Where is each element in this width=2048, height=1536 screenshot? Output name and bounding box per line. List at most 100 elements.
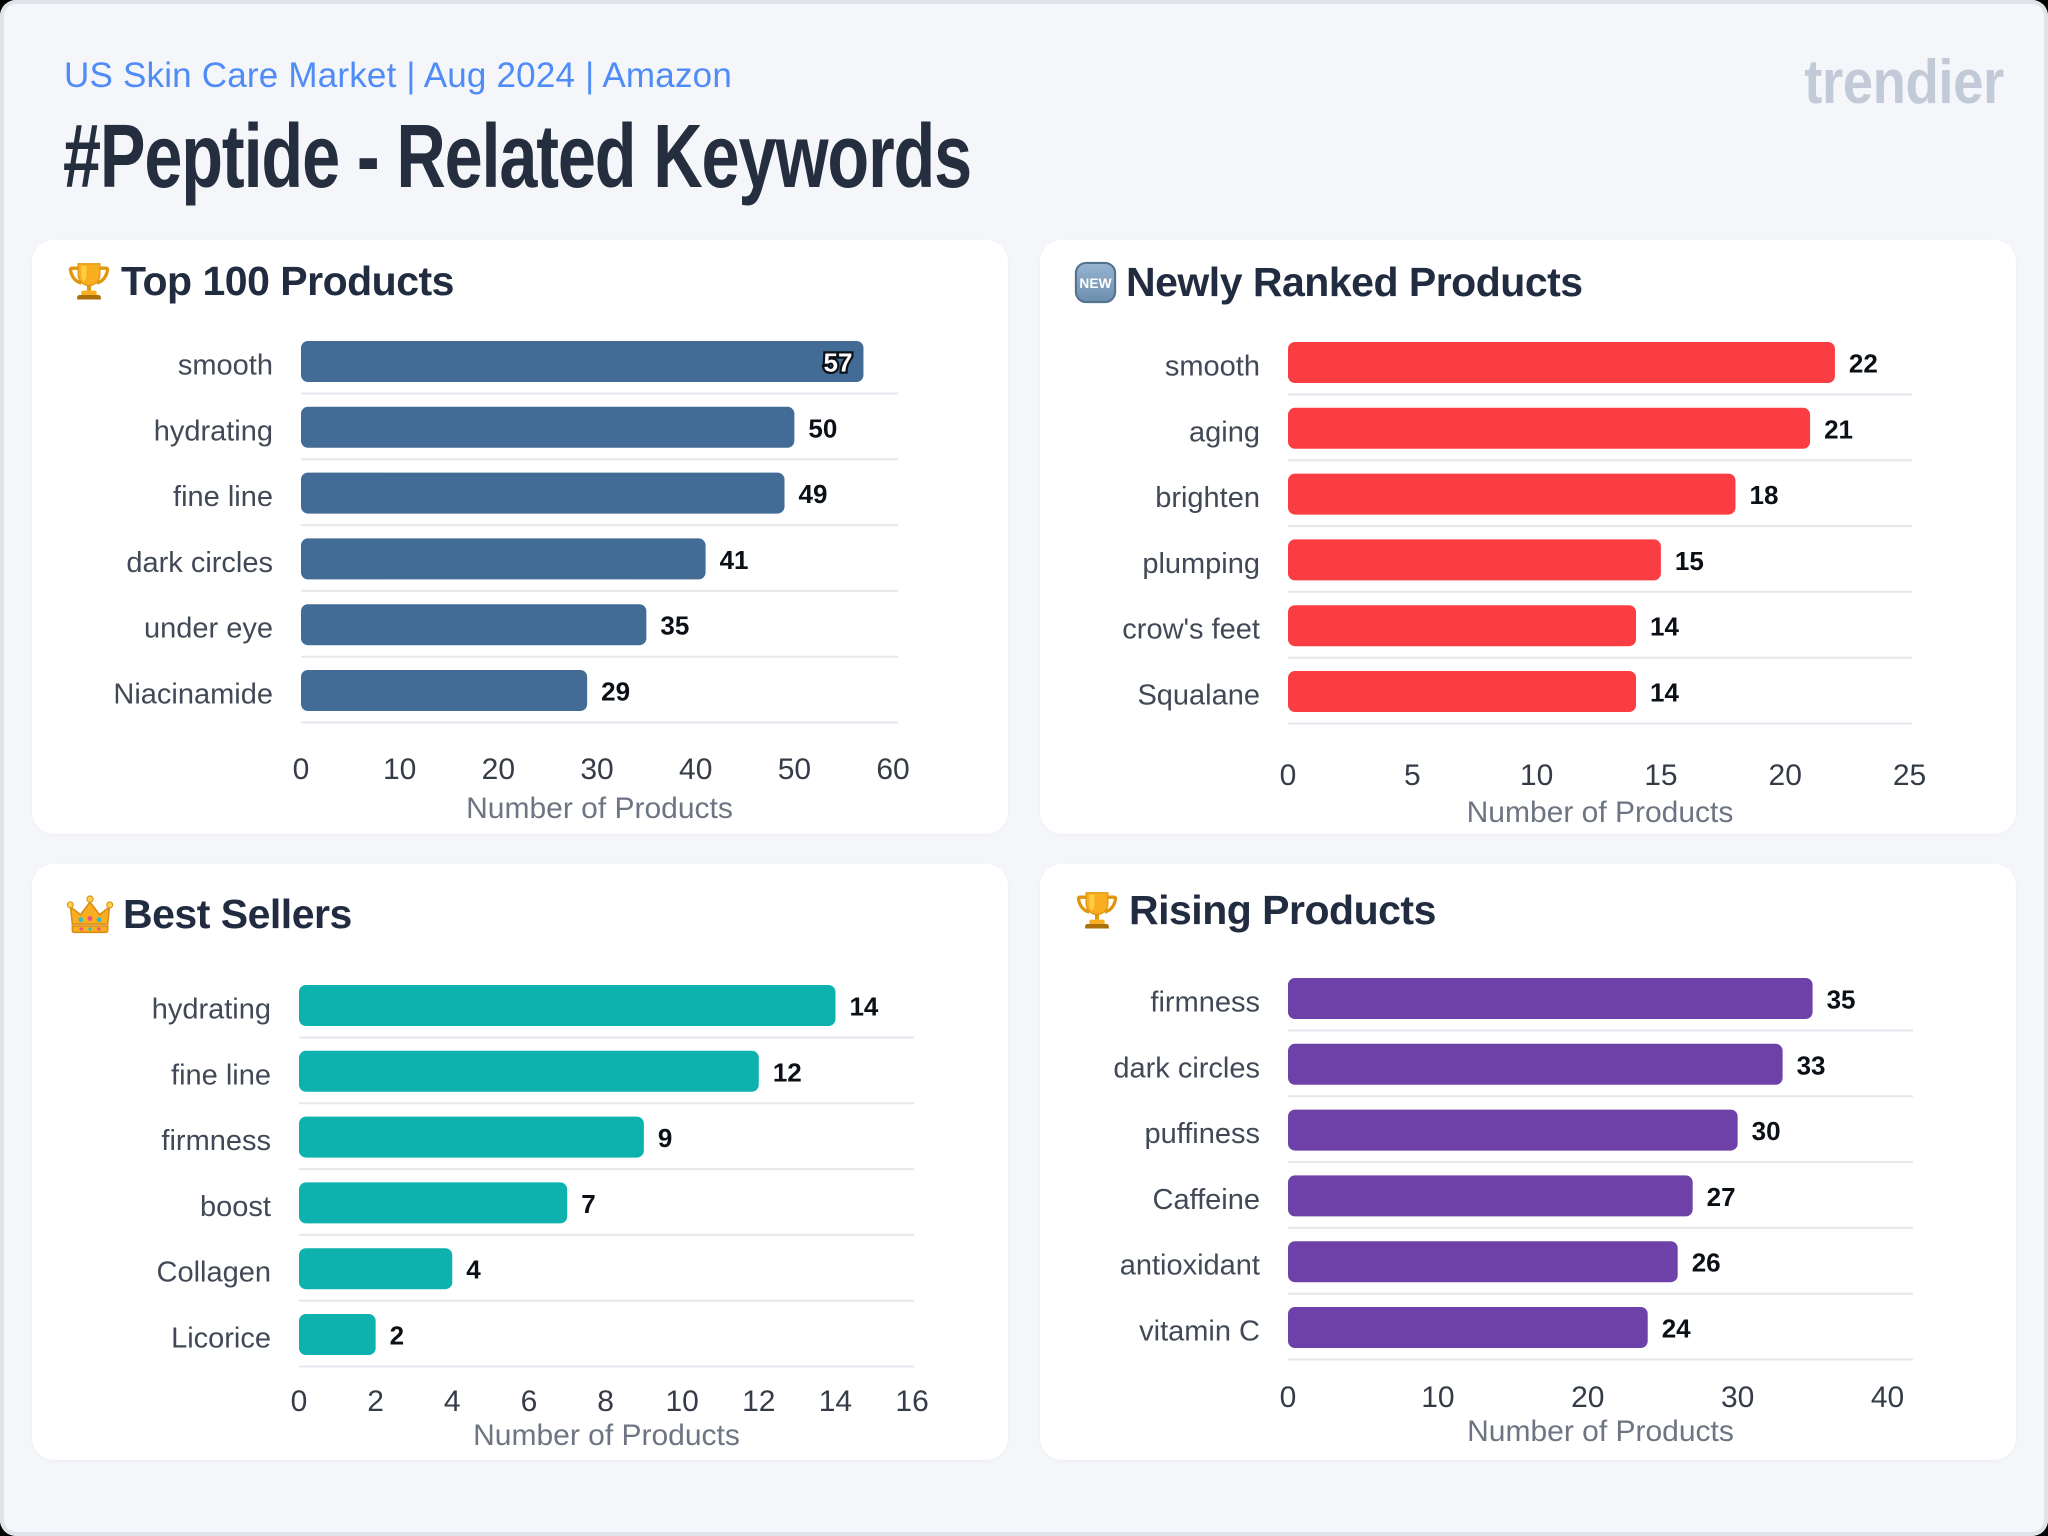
category-label: vitamin C [1139, 1316, 1260, 1348]
trophy-icon [1076, 892, 1118, 929]
bar [1288, 978, 1813, 1019]
bar [1288, 1307, 1648, 1348]
category-label: Caffeine [1153, 1184, 1261, 1216]
bar-value-label: 57 [824, 348, 853, 378]
category-label: hydrating [152, 994, 271, 1026]
bar [1288, 1175, 1693, 1217]
x-tick-label: 0 [1280, 1381, 1297, 1414]
bar [301, 406, 795, 448]
bar-value-label: 12 [773, 1057, 802, 1087]
bar-value-label: 18 [1749, 480, 1778, 510]
bar [1288, 1043, 1783, 1085]
category-label: boost [200, 1191, 271, 1223]
page-subtitle: US Skin Care Market | Aug 2024 | Amazon [64, 56, 732, 95]
bar-value-label: 35 [660, 611, 689, 641]
page-title: #Peptide - Related Keywords [63, 107, 972, 207]
x-tick-label: 10 [1421, 1381, 1454, 1414]
bar-value-label: 50 [808, 413, 837, 443]
bar [301, 472, 785, 514]
x-tick-label: 20 [482, 753, 515, 786]
category-label: smooth [178, 350, 273, 382]
x-tick-label: 40 [1871, 1381, 1904, 1414]
bar-value-label: 21 [1824, 414, 1853, 444]
chart-title-row: Rising Products [1074, 884, 1436, 936]
bar-value-label: 15 [1675, 546, 1704, 576]
bar [299, 985, 836, 1026]
category-label: Squalane [1137, 680, 1260, 712]
x-tick-label: 0 [1280, 759, 1297, 792]
x-tick-label: 30 [1721, 1381, 1754, 1414]
bar [1288, 473, 1736, 515]
bar [1288, 539, 1661, 581]
card-best-sellers: Best Sellers hydrating 14 fine line 12 firmne… [32, 864, 1008, 1460]
category-label: crow's feet [1122, 614, 1260, 646]
bar-value-label: 24 [1662, 1314, 1691, 1344]
bar [299, 1248, 453, 1290]
card-rising-products: Rising Products firmness 35 dark circles 33 p… [1040, 864, 2016, 1460]
bar-chart: hydrating 14 fine line 12 firmness 9 boost 7 Col… [152, 985, 929, 1452]
x-tick-label: 8 [597, 1385, 614, 1418]
bar-value-label: 27 [1707, 1182, 1736, 1212]
bar-value-label: 33 [1797, 1050, 1826, 1080]
bar [299, 1116, 644, 1158]
x-tick-label: 0 [293, 753, 310, 786]
bar-value-label: 41 [720, 545, 749, 575]
bar-value-label: 26 [1692, 1248, 1721, 1278]
x-tick-label: 20 [1769, 759, 1802, 792]
category-label: antioxidant [1120, 1250, 1260, 1282]
bar [1288, 1109, 1738, 1151]
x-tick-label: 50 [778, 753, 811, 786]
bar [301, 670, 588, 711]
category-label: Licorice [171, 1323, 271, 1355]
chart-title-row: Best Sellers [66, 888, 352, 940]
brand-logo: trendier [1804, 48, 2004, 117]
category-label: firmness [161, 1125, 271, 1157]
card-top-100-products: Top 100 Products smooth 57 hydrating 50 fine … [32, 240, 1008, 834]
chart-title: Rising Products [1129, 886, 1436, 933]
chart-title-row: NEW Newly Ranked Products [1074, 256, 1583, 308]
bar [301, 341, 864, 382]
category-label: Niacinamide [113, 679, 273, 711]
x-axis-title: Number of Products [1467, 1415, 1734, 1448]
x-tick-label: 14 [819, 1385, 852, 1418]
bar-chart: smooth 57 hydrating 50 fine line 49 dark circl… [113, 341, 910, 825]
bar-value-label: 35 [1827, 985, 1856, 1015]
bar-value-label: 7 [581, 1189, 595, 1219]
chart-title-row: Top 100 Products [66, 255, 454, 307]
bar [1288, 605, 1637, 647]
x-axis-title: Number of Products [473, 1419, 740, 1452]
x-tick-label: 25 [1893, 759, 1926, 792]
bar [301, 538, 706, 580]
category-label: fine line [171, 1059, 271, 1091]
x-tick-label: 10 [1520, 759, 1553, 792]
bar-value-label: 49 [799, 479, 828, 509]
new-button-icon: NEW [1074, 261, 1117, 303]
bar [1288, 407, 1811, 449]
bar-value-label: 9 [658, 1123, 672, 1153]
svg-text:NEW: NEW [1079, 275, 1111, 290]
bar-chart: smooth 22 aging 21 brighten 18 plumping 15 crow'… [1122, 342, 1926, 829]
bar-value-label: 30 [1752, 1116, 1781, 1146]
bar-value-label: 22 [1849, 349, 1878, 379]
bar-value-label: 4 [466, 1255, 481, 1285]
bar [299, 1182, 568, 1224]
x-tick-label: 12 [742, 1385, 775, 1418]
category-label: aging [1189, 416, 1260, 448]
x-tick-label: 30 [580, 753, 613, 786]
card-newly-ranked-products: NEW Newly Ranked Products smooth 22 aging 21 b… [1040, 240, 2016, 834]
x-axis-title: Number of Products [1467, 796, 1734, 829]
x-tick-label: 20 [1571, 1381, 1604, 1414]
bar-value-label: 14 [1650, 678, 1679, 708]
category-label: dark circles [126, 547, 273, 579]
x-tick-label: 15 [1644, 759, 1677, 792]
category-label: puffiness [1144, 1118, 1260, 1150]
bar [1288, 671, 1637, 712]
x-tick-label: 6 [521, 1385, 538, 1418]
category-label: fine line [173, 481, 273, 513]
bar [1288, 342, 1835, 383]
x-tick-label: 5 [1404, 759, 1421, 792]
category-label: hydrating [154, 415, 273, 447]
bar-value-label: 29 [601, 677, 630, 707]
x-tick-label: 60 [876, 753, 909, 786]
